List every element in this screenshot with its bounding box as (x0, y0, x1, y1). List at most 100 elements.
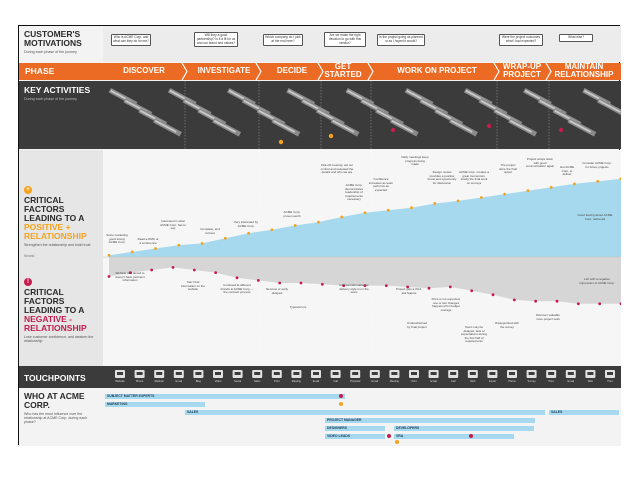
motivation-bubble: Who is ACME Corp. and what can they do f… (111, 34, 151, 46)
sidebar: CUSTOMER'S MOTIVATIONS During each phase… (19, 26, 103, 446)
touchpoint-label: Website (115, 380, 125, 383)
touchpoint-label: Web (470, 380, 476, 383)
touchpoint-label: Sales (253, 380, 261, 383)
touchpoint-icon-detail (469, 372, 476, 375)
negative-note: Nervous or early delayed (265, 287, 288, 295)
activity-card-text (213, 119, 236, 133)
touchpoint-label: Email (312, 380, 320, 383)
touchpoint-label: Meeting (389, 380, 399, 383)
role-label: DESIGNERS (327, 426, 347, 430)
touchpoint-icon-detail (430, 372, 437, 375)
sidebar-touchpoints: TOUCHPOINTS (19, 372, 103, 385)
positive-marker (130, 250, 134, 254)
motivation-bubble: Will they a good partnership? Is it a fi… (194, 32, 238, 48)
positive-marker (619, 177, 621, 181)
negative-marker (406, 285, 410, 289)
touchpoint-label: Webinar (154, 380, 164, 383)
activity-card (567, 118, 597, 137)
touchpoint-label: Blog (195, 380, 201, 383)
touchpoint-label: Phone (135, 380, 144, 383)
role-bar (325, 434, 385, 439)
phase-investigate: INVESTIGATE (197, 66, 251, 75)
positive-note: ACME Corp. creates a great momentum, slo… (459, 170, 490, 185)
negative-sub: Lose customer confidence, and weaken the… (24, 335, 94, 344)
role-marker (469, 434, 473, 438)
touchpoint-icon-detail (136, 372, 143, 375)
activity-card (271, 118, 301, 137)
positive-marker (573, 182, 576, 186)
role-label: VIDEO LEADS (327, 434, 350, 438)
positive-marker (317, 220, 320, 224)
negative-title-a: CRITICAL FACTORS LEADING TO A (24, 287, 85, 315)
touchpoint-label: Email (567, 380, 575, 383)
positive-note: Kick-off meeting; set our control and re… (320, 163, 354, 175)
positive-note: Daily meetings keep progress being made (401, 155, 429, 167)
negative-marker (278, 281, 282, 285)
role-label: SALES (551, 410, 563, 414)
activity-card (597, 98, 621, 117)
positive-sub: Strengthen the relationship and build tr… (24, 243, 91, 247)
motivations-sub: During each phase of the journey (24, 50, 77, 54)
activity-cards (108, 88, 621, 145)
positive-title-b: POSITIVE + RELATIONSHIP (24, 222, 87, 241)
activity-marker (328, 133, 334, 139)
role-label: VRA (396, 434, 404, 438)
phase-divider (545, 62, 552, 81)
activities-band (19, 81, 621, 149)
activity-card-text (391, 119, 414, 133)
who-sub: Who has the most influence over the rela… (24, 412, 88, 425)
touchpoint-icon-detail (117, 372, 123, 375)
positive-marker (479, 196, 483, 199)
activities-title: KEY ACTIVITIES (24, 85, 91, 95)
positive-note: Read a DMC of a conference (137, 237, 159, 245)
touchpoint-label: Video (214, 380, 222, 383)
activity-card-text (332, 119, 355, 133)
positive-marker (107, 253, 111, 257)
negative-note: Can't find information on the website (180, 280, 205, 292)
touchpoint-icon-detail (254, 372, 261, 375)
negative-marker (214, 271, 218, 274)
negative-note: Internal information or delivery style i… (339, 283, 369, 295)
activity-card (508, 118, 538, 137)
activity-card (449, 118, 478, 137)
negative-marker (192, 268, 196, 272)
touchpoint-icon-detail (450, 372, 457, 375)
neutral-label: Neutral (24, 254, 35, 258)
touchpoint-label: Meeting (291, 380, 301, 383)
touchpoint-label: Email (175, 380, 183, 383)
who-title: WHO AT ACME CORP. (24, 391, 85, 410)
positive-marker (154, 247, 157, 250)
alert-icon: ! (24, 278, 32, 286)
touchpoint-label: Print (274, 380, 280, 383)
positive-note: The project done the final output (498, 163, 517, 175)
touchpoint-label: Web (587, 380, 594, 383)
touchpoint-label: Print (411, 380, 417, 383)
activity-marker (390, 127, 396, 133)
positive-marker (456, 199, 460, 203)
role-marker (395, 440, 399, 444)
negative-marker (320, 282, 324, 286)
negative-marker (576, 302, 580, 306)
negative-note: Price is not expected; one or two change… (431, 297, 461, 312)
activity-card-text (273, 119, 296, 133)
negative-marker (448, 285, 452, 289)
negative-marker (619, 302, 621, 306)
negative-note: Underwhelmed by final project (406, 321, 428, 329)
negative-marker (107, 275, 111, 278)
activity-card-text (509, 119, 532, 133)
motivation-bubble: Which company do I pick at the end here? (263, 34, 303, 46)
sidebar-factors-band (19, 150, 103, 366)
phase-band (19, 63, 621, 80)
phase-get-started: GET STARTED (324, 62, 362, 79)
negative-marker (555, 299, 559, 303)
touchpoint-label: Email (489, 380, 496, 383)
positive-marker (433, 202, 437, 205)
motivation-bubble: Is the project going as planned or as I … (377, 34, 425, 46)
negative-note: Website and aimed to doesn't have pertin… (115, 271, 145, 283)
phase-discover: DISCOVER (123, 66, 165, 75)
touchpoint-icon-detail (528, 372, 535, 375)
positive-marker (200, 242, 204, 245)
touchpoint-icon-detail (273, 372, 280, 375)
negative-marker (342, 284, 346, 287)
